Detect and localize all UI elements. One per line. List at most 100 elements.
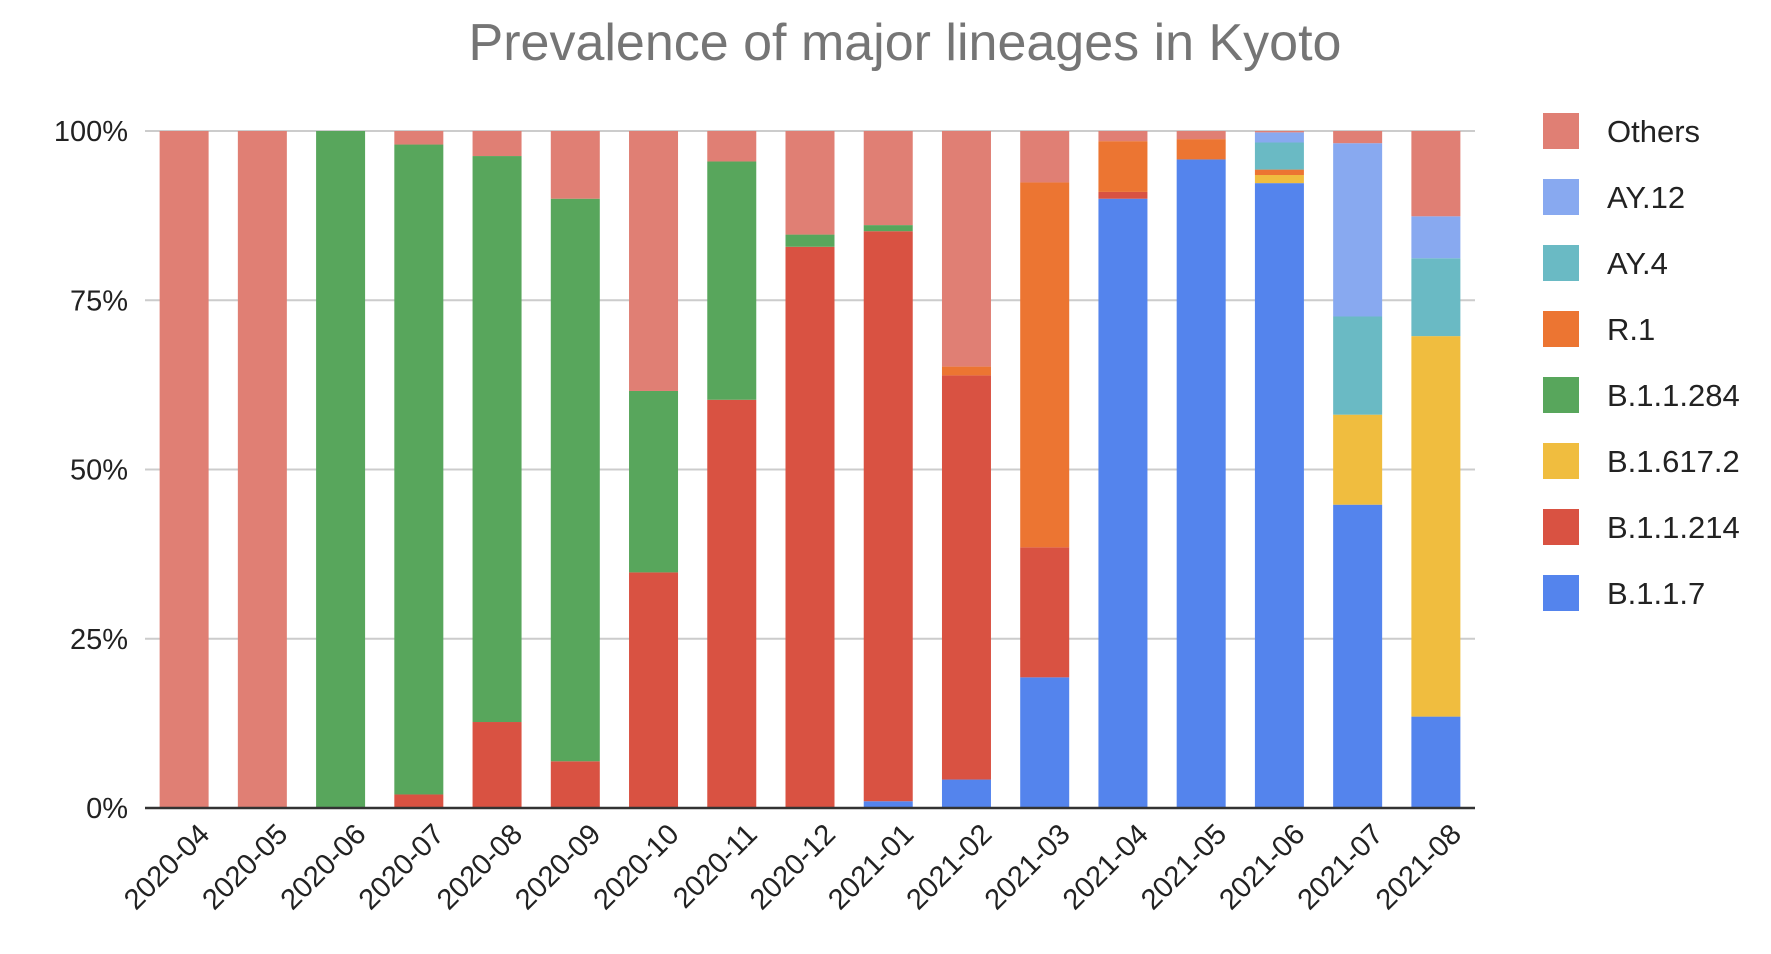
bar-segment-b-1-1-7[interactable]	[1098, 198, 1148, 808]
x-tick-label: 2021-02	[901, 818, 999, 916]
bar-segment-b-1-1-7[interactable]	[1333, 504, 1383, 808]
bar-segment-others[interactable]	[1411, 131, 1461, 217]
legend-item-r-1[interactable]: R.1	[1543, 311, 1655, 347]
legend-label: B.1.1.7	[1607, 576, 1705, 611]
legend-label: B.1.1.284	[1607, 378, 1740, 413]
y-tick-label: 100%	[54, 116, 128, 148]
bar-segment-b-1-1-284[interactable]	[785, 234, 835, 247]
legend-item-ay-12[interactable]: AY.12	[1543, 179, 1685, 215]
y-tick-label: 0%	[86, 793, 128, 825]
bar-segment-others[interactable]	[629, 131, 679, 391]
bar-segment-b-1-617-2[interactable]	[1254, 175, 1304, 184]
bar-segment-others[interactable]	[1254, 131, 1304, 133]
bar-group-2021-08	[1411, 131, 1461, 808]
legend-item-b-1-1-7[interactable]: B.1.1.7	[1543, 575, 1705, 611]
bar-group-2020-12	[785, 131, 835, 809]
bar-segment-ay-12[interactable]	[1333, 143, 1383, 317]
bar-group-2020-06	[316, 131, 366, 808]
x-tick-label: 2020-04	[118, 818, 216, 916]
x-tick-label: 2020-07	[353, 818, 451, 916]
bar-segment-b-1-1-7[interactable]	[1176, 159, 1226, 808]
bar-segment-ay-4[interactable]	[1411, 258, 1461, 337]
x-tick-label: 2020-08	[431, 818, 529, 916]
bar-group-2020-09	[550, 131, 600, 808]
bar-groups	[159, 131, 1461, 809]
bar-segment-b-1-1-284[interactable]	[472, 156, 522, 723]
bar-segment-b-1-1-214[interactable]	[707, 399, 757, 808]
bar-segment-b-1-1-214[interactable]	[550, 761, 600, 808]
bar-segment-others[interactable]	[1098, 131, 1148, 142]
bar-segment-others[interactable]	[237, 131, 287, 808]
bar-group-2020-07	[394, 131, 444, 808]
bar-group-2020-11	[707, 131, 757, 808]
legend-swatch	[1543, 245, 1579, 281]
bar-segment-ay-4[interactable]	[1333, 316, 1383, 415]
bar-segment-others[interactable]	[1176, 131, 1226, 140]
legend-item-b-1-1-214[interactable]: B.1.1.214	[1543, 509, 1740, 545]
legend-label: Others	[1607, 114, 1700, 149]
x-tick-label: 2021-06	[1213, 818, 1311, 916]
bar-segment-b-1-1-7[interactable]	[1254, 183, 1304, 808]
bar-segment-ay-12[interactable]	[1411, 216, 1461, 259]
bar-segment-b-1-1-214[interactable]	[863, 231, 913, 802]
bar-segment-ay-4[interactable]	[1254, 142, 1304, 170]
legend: Others AY.12 AY.4 R.1 B.1.1.284 B.1.617.2 B.1.…	[1543, 113, 1740, 611]
x-tick-label: 2021-05	[1135, 818, 1233, 916]
legend-label: AY.4	[1607, 246, 1668, 281]
bar-segment-b-1-1-214[interactable]	[394, 794, 444, 808]
bar-segment-b-1-1-214[interactable]	[941, 375, 991, 780]
bar-segment-b-1-1-284[interactable]	[629, 390, 679, 573]
bar-segment-b-1-1-284[interactable]	[394, 144, 444, 795]
bar-segment-others[interactable]	[472, 131, 522, 157]
bar-segment-b-1-1-7[interactable]	[1411, 716, 1461, 808]
bar-segment-r-1[interactable]	[1254, 169, 1304, 176]
bar-segment-b-1-1-284[interactable]	[316, 131, 366, 808]
bar-segment-others[interactable]	[394, 131, 444, 145]
x-tick-label: 2020-11	[667, 818, 763, 914]
bar-segment-b-1-1-214[interactable]	[629, 572, 679, 808]
bar-segment-ay-12[interactable]	[1254, 132, 1304, 143]
bar-segment-others[interactable]	[159, 131, 209, 808]
bar-segment-b-1-1-284[interactable]	[863, 225, 913, 232]
x-tick-label: 2021-01	[822, 818, 920, 916]
legend-item-ay-4[interactable]: AY.4	[1543, 245, 1668, 281]
legend-swatch	[1543, 575, 1579, 611]
x-tick-label: 2021-04	[1057, 818, 1155, 916]
legend-item-others[interactable]: Others	[1543, 113, 1700, 149]
bar-segment-others[interactable]	[1020, 131, 1070, 183]
legend-item-b-1-1-284[interactable]: B.1.1.284	[1543, 377, 1740, 413]
bar-segment-others[interactable]	[941, 131, 991, 367]
bar-segment-others[interactable]	[785, 131, 835, 235]
legend-item-b-1-617-2[interactable]: B.1.617.2	[1543, 443, 1740, 479]
bar-group-2021-07	[1333, 131, 1383, 808]
bar-segment-r-1[interactable]	[1020, 182, 1070, 548]
bar-segment-b-1-1-284[interactable]	[550, 198, 600, 762]
bar-segment-b-1-617-2[interactable]	[1333, 414, 1383, 505]
bar-segment-b-1-1-214[interactable]	[472, 722, 522, 808]
bar-segment-others[interactable]	[863, 131, 913, 226]
x-tick-label: 2021-08	[1370, 818, 1468, 916]
bar-segment-others[interactable]	[550, 131, 600, 199]
bar-segment-b-1-1-7[interactable]	[1020, 677, 1070, 808]
bar-segment-b-1-1-7[interactable]	[863, 801, 913, 808]
y-axis-ticks: 0% 25% 50% 75% 100%	[54, 116, 128, 825]
bar-segment-others[interactable]	[1333, 131, 1383, 144]
bar-segment-b-1-617-2[interactable]	[1411, 336, 1461, 717]
legend-swatch	[1543, 113, 1579, 149]
bar-segment-b-1-1-7[interactable]	[941, 779, 991, 808]
legend-swatch	[1543, 311, 1579, 347]
bar-segment-b-1-1-214[interactable]	[785, 246, 835, 809]
bar-segment-r-1[interactable]	[941, 366, 991, 376]
bar-segment-b-1-1-284[interactable]	[707, 161, 757, 400]
bar-segment-r-1[interactable]	[1098, 141, 1148, 192]
bar-segment-others[interactable]	[707, 131, 757, 162]
bar-segment-b-1-1-214[interactable]	[1098, 191, 1148, 199]
legend-label: B.1.617.2	[1607, 444, 1740, 479]
bar-group-2020-04	[159, 131, 209, 808]
legend-swatch	[1543, 179, 1579, 215]
bar-segment-b-1-1-214[interactable]	[1020, 547, 1070, 678]
bar-group-2021-05	[1176, 131, 1226, 808]
bar-segment-r-1[interactable]	[1176, 139, 1226, 160]
bar-group-2020-08	[472, 131, 522, 808]
